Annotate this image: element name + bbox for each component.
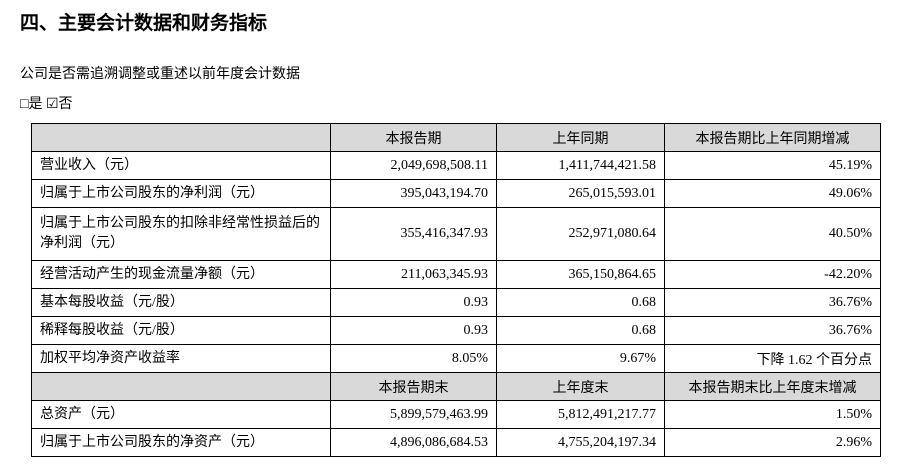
row-label: 经营活动产生的现金流量净额（元）	[31, 260, 331, 289]
cell-value: -42.20%	[664, 260, 881, 289]
question: 公司是否需追溯调整或重述以前年度会计数据	[20, 67, 300, 82]
row-label: 归属于上市公司股东的净利润（元）	[31, 179, 331, 208]
cell-value: 0.68	[496, 288, 665, 317]
data-row: 经营活动产生的现金流量净额（元） 211,063,345.93 365,150,86…	[31, 260, 881, 289]
header-cell	[31, 123, 331, 152]
header-cell: 本报告期	[330, 123, 497, 152]
row-label: 稀释每股收益（元/股）	[31, 316, 331, 345]
data-row: 归属于上市公司股东的净利润（元） 395,043,194.70 265,015,59…	[31, 179, 881, 208]
cell-value: 40.50%	[664, 207, 881, 261]
cell-value: 49.06%	[664, 179, 881, 208]
cell-value: 36.76%	[664, 288, 881, 317]
header-cell: 上年度末	[496, 372, 665, 401]
section-title: 四、主要会计数据和财务指标	[20, 12, 268, 34]
cell-value: 0.93	[330, 288, 497, 317]
cell-value: 0.93	[330, 316, 497, 345]
data-row: 基本每股收益（元/股） 0.93 0.68 36.76%	[31, 288, 881, 317]
cell-value: 265,015,593.01	[496, 179, 665, 208]
cell-value: 4,896,086,684.53	[330, 428, 497, 457]
cell-value: 211,063,345.93	[330, 260, 497, 289]
row-label: 归属于上市公司股东的净资产（元）	[31, 428, 331, 457]
row-label: 加权平均净资产收益率	[31, 344, 331, 373]
cell-value: 2,049,698,508.11	[330, 151, 497, 180]
row-label: 归属于上市公司股东的扣除非经常性损益后的净利润（元）	[31, 207, 331, 261]
header-cell: 本报告期比上年同期增减	[664, 123, 881, 152]
data-row: 归属于上市公司股东的净资产（元） 4,896,086,684.53 4,755,20…	[31, 428, 881, 457]
header-cell: 本报告期末比上年度末增减	[664, 372, 881, 401]
cell-value: 252,971,080.64	[496, 207, 665, 261]
data-row: 总资产（元） 5,899,579,463.99 5,812,491,217.77 1.…	[31, 400, 881, 429]
answer: □是 ☑否	[20, 97, 73, 112]
financial-table: 本报告期 上年同期 本报告期比上年同期增减 营业收入（元） 2,049,698,508.…	[31, 123, 881, 457]
cell-value: 1.50%	[664, 400, 881, 429]
cell-value: 0.68	[496, 316, 665, 345]
cell-value: 5,812,491,217.77	[496, 400, 665, 429]
cell-value: 1,411,744,421.58	[496, 151, 665, 180]
cell-value: 365,150,864.65	[496, 260, 665, 289]
cell-value: 355,416,347.93	[330, 207, 497, 261]
row-label: 营业收入（元）	[31, 151, 331, 180]
header-cell: 本报告期末	[330, 372, 497, 401]
row-label: 总资产（元）	[31, 400, 331, 429]
data-row: 营业收入（元） 2,049,698,508.11 1,411,744,421.58 4…	[31, 151, 881, 180]
data-row: 加权平均净资产收益率 8.05% 9.67% 下降 1.62 个百分点	[31, 344, 881, 373]
cell-value: 45.19%	[664, 151, 881, 180]
row-label: 基本每股收益（元/股）	[31, 288, 331, 317]
cell-value: 9.67%	[496, 344, 665, 373]
cell-value: 395,043,194.70	[330, 179, 497, 208]
cell-value: 4,755,204,197.34	[496, 428, 665, 457]
header-row: 本报告期 上年同期 本报告期比上年同期增减	[31, 123, 881, 152]
cell-value: 2.96%	[664, 428, 881, 457]
cell-value: 8.05%	[330, 344, 497, 373]
header-cell	[31, 372, 331, 401]
header-row: 本报告期末 上年度末 本报告期末比上年度末增减	[31, 372, 881, 401]
cell-value: 5,899,579,463.99	[330, 400, 497, 429]
cell-value: 下降 1.62 个百分点	[664, 344, 881, 373]
cell-value: 36.76%	[664, 316, 881, 345]
data-row: 归属于上市公司股东的扣除非经常性损益后的净利润（元） 355,416,347.93…	[31, 207, 881, 261]
data-row: 稀释每股收益（元/股） 0.93 0.68 36.76%	[31, 316, 881, 345]
header-cell: 上年同期	[496, 123, 665, 152]
